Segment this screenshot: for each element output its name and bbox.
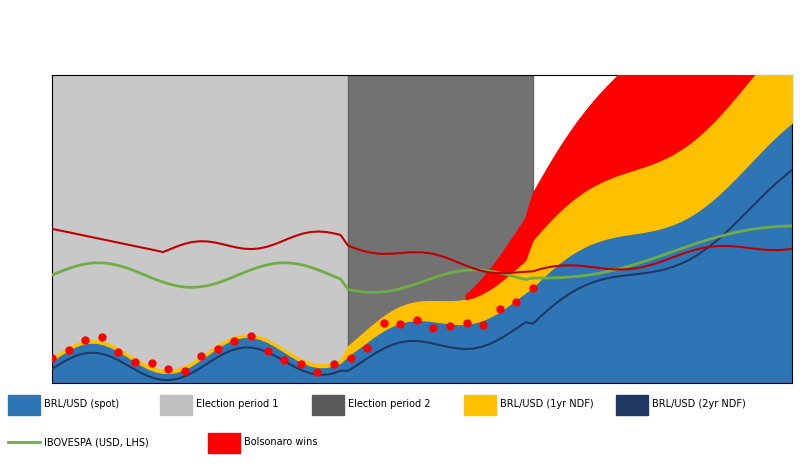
Point: [427, 324, 440, 332]
Text: BRL/USD (2yr NDF): BRL/USD (2yr NDF): [652, 399, 746, 410]
Point: [162, 366, 174, 373]
Point: [444, 322, 457, 330]
Point: [344, 354, 357, 361]
Text: Election period 1: Election period 1: [196, 399, 278, 410]
Point: [46, 354, 58, 362]
Point: [112, 348, 125, 356]
Point: [510, 298, 523, 305]
Bar: [208, 433, 240, 453]
Bar: [616, 395, 648, 415]
Point: [62, 347, 75, 354]
Bar: [348, 75, 533, 383]
Bar: [52, 75, 348, 383]
Point: [477, 321, 490, 329]
Point: [526, 284, 539, 292]
Point: [460, 319, 473, 327]
Point: [410, 316, 423, 323]
Point: [494, 305, 506, 313]
Bar: [464, 395, 496, 415]
Point: [311, 368, 324, 375]
Point: [294, 361, 307, 368]
Bar: [160, 395, 192, 415]
Point: [262, 347, 274, 354]
Point: [211, 346, 224, 353]
Point: [361, 344, 374, 352]
Bar: [312, 395, 344, 415]
Point: [394, 320, 406, 327]
Point: [378, 319, 390, 327]
Point: [195, 353, 208, 360]
Point: [327, 360, 340, 368]
Point: [95, 333, 108, 340]
Text: BRL/USD (1yr NDF): BRL/USD (1yr NDF): [500, 399, 594, 410]
Point: [178, 367, 191, 375]
Text: BRL/USD (spot): BRL/USD (spot): [44, 399, 119, 410]
Point: [278, 356, 290, 363]
Point: [228, 337, 241, 345]
Text: IBOVESPA (USD, LHS): IBOVESPA (USD, LHS): [44, 438, 149, 447]
Text: Brazilian elections and FX: Brazilian elections and FX: [8, 14, 250, 32]
Point: [129, 359, 142, 366]
Text: Election period 2: Election period 2: [348, 399, 430, 410]
Point: [145, 359, 158, 366]
Point: [245, 332, 258, 340]
Point: [78, 336, 91, 344]
Bar: [8, 395, 40, 415]
Text: Bolsonaro wins: Bolsonaro wins: [244, 438, 318, 447]
